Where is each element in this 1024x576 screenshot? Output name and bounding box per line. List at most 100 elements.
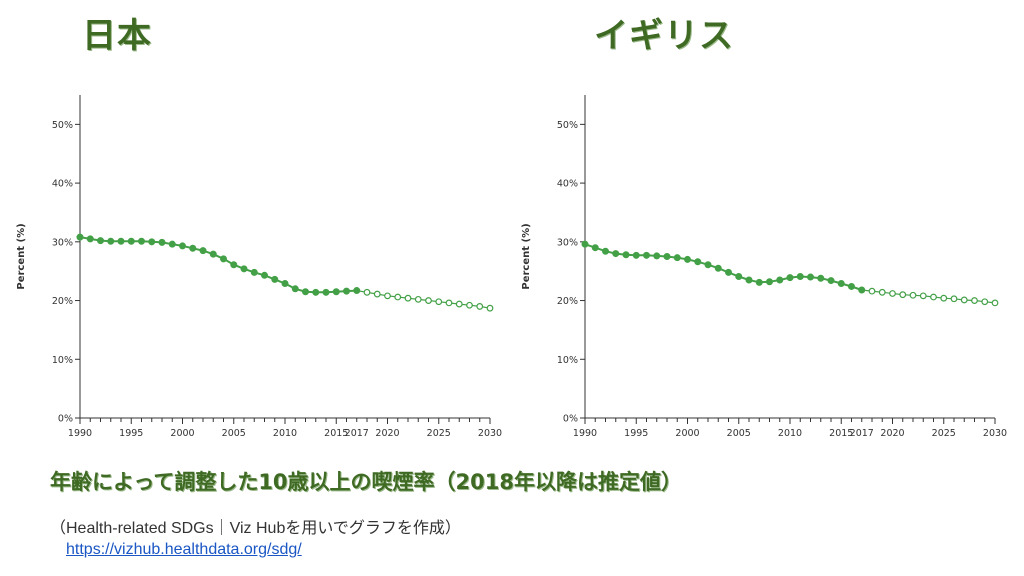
japan-actual-point xyxy=(332,288,340,296)
chart-title-japan: 日本 xyxy=(82,16,152,56)
uk-x-tick-label: 2005 xyxy=(727,428,751,439)
japan-actual-point xyxy=(291,285,299,293)
japan-actual-point xyxy=(117,237,125,245)
uk-y-tick-label: 40% xyxy=(557,179,578,190)
uk-actual-point xyxy=(837,280,845,288)
chart-title-uk: イギリス xyxy=(594,16,734,56)
japan-y-tick-label: 10% xyxy=(52,355,73,366)
uk-x-tick-label: 2010 xyxy=(778,428,802,439)
japan-actual-point xyxy=(76,233,84,241)
uk-actual-point xyxy=(766,278,773,286)
japan-actual-point xyxy=(138,237,145,245)
japan-projected-point xyxy=(404,294,412,302)
japan-actual-point xyxy=(158,238,166,246)
japan-x-tick-label: 2000 xyxy=(170,428,194,439)
uk-actual-point xyxy=(786,274,794,282)
uk-x-tick-label: 2015 xyxy=(829,428,853,439)
uk-actual-point xyxy=(653,252,661,260)
japan-actual-point xyxy=(148,238,156,246)
japan-x-tick-label: 1990 xyxy=(68,428,92,439)
japan-projected-point xyxy=(476,303,484,310)
uk-y-tick-label: 30% xyxy=(557,237,578,248)
japan-projected-point xyxy=(425,297,432,304)
japan-actual-point xyxy=(261,271,268,279)
japan-x-tick-label: 2020 xyxy=(375,428,399,439)
japan-projected-point xyxy=(455,300,463,308)
japan-actual-point xyxy=(312,288,320,296)
japan-projected-point xyxy=(373,290,381,298)
japan-x-tick-label: 2017 xyxy=(345,428,369,439)
uk-y-tick-label: 20% xyxy=(557,296,578,307)
japan-projected-point xyxy=(384,292,391,300)
japan-x-tick-label: 2030 xyxy=(478,428,502,439)
uk-x-tick-label: 2020 xyxy=(880,428,904,439)
uk-projected-point xyxy=(889,290,896,297)
uk-x-tick-label: 2025 xyxy=(932,428,956,439)
uk-actual-point xyxy=(827,277,835,285)
japan-actual-point xyxy=(302,288,309,296)
uk-actual-point xyxy=(776,276,784,284)
uk-projected-point xyxy=(878,288,886,296)
uk-x-tick-label: 2030 xyxy=(983,428,1007,439)
japan-actual-point xyxy=(220,255,227,263)
uk-y-axis-label: Percent (%) xyxy=(521,223,532,289)
uk-projected-point xyxy=(981,298,989,306)
uk-projected-point xyxy=(899,291,907,299)
uk-projected-point xyxy=(950,295,958,303)
uk-actual-point xyxy=(581,240,589,248)
line-chart-uk: 0% 10% 20% 30% 40% 50% 1990 1995 2000 2005 2010 201… xyxy=(521,95,1007,439)
japan-projected-point xyxy=(445,299,453,307)
japan-x-tick-label: 2015 xyxy=(324,428,348,439)
uk-actual-point xyxy=(755,278,763,286)
japan-x-tick-label: 1995 xyxy=(119,428,143,439)
japan-actual-point xyxy=(97,237,104,245)
japan-actual-point xyxy=(107,237,115,245)
uk-x-tick-label: 2000 xyxy=(675,428,699,439)
uk-projected-point xyxy=(909,291,917,299)
uk-actual-point xyxy=(704,261,712,269)
japan-actual-point xyxy=(271,275,279,283)
uk-actual-point xyxy=(817,274,825,282)
japan-x-tick-label: 2025 xyxy=(427,428,451,439)
uk-projected-point xyxy=(919,292,927,300)
uk-actual-point xyxy=(684,255,691,263)
japan-projected-point xyxy=(363,288,371,296)
uk-projected-point xyxy=(960,296,968,304)
japan-actual-line xyxy=(79,236,357,294)
uk-projected-point xyxy=(868,287,876,295)
japan-projected-point xyxy=(466,301,473,309)
japan-actual-point xyxy=(281,280,289,288)
japan-projected-point xyxy=(414,295,422,303)
japan-actual-point xyxy=(209,250,217,258)
japan-projected-point xyxy=(394,293,402,301)
uk-actual-point xyxy=(848,282,855,290)
japan-y-tick-label: 0% xyxy=(58,414,73,425)
uk-projected-point xyxy=(971,297,978,304)
uk-actual-point xyxy=(663,253,671,260)
japan-y-tick-label: 40% xyxy=(52,179,73,190)
source-link[interactable]: https://vizhub.healthdata.org/sdg/ xyxy=(66,541,302,558)
japan-actual-point xyxy=(127,237,135,245)
uk-actual-line xyxy=(584,243,863,291)
japan-actual-point xyxy=(322,288,330,296)
japan-x-tick-label: 2010 xyxy=(273,428,297,439)
japan-actual-point xyxy=(343,287,350,295)
uk-y-tick-label: 0% xyxy=(563,414,578,425)
uk-actual-point xyxy=(602,247,609,255)
uk-projected-point xyxy=(930,293,937,301)
uk-actual-point xyxy=(591,244,599,252)
line-chart-japan: 0% 10% 20% 30% 40% 50% 1990 1995 2000 2005 2010 201… xyxy=(16,95,502,439)
uk-actual-point xyxy=(807,273,814,281)
uk-actual-point xyxy=(612,250,620,258)
japan-y-tick-label: 50% xyxy=(52,120,73,131)
uk-actual-point xyxy=(632,251,640,259)
japan-y-tick-label: 20% xyxy=(52,296,73,307)
japan-x-tick-label: 2005 xyxy=(222,428,246,439)
uk-x-tick-label: 1990 xyxy=(573,428,597,439)
japan-actual-point xyxy=(199,247,207,255)
japan-actual-point xyxy=(240,265,248,273)
uk-actual-point xyxy=(714,264,722,272)
japan-projected-point xyxy=(486,304,494,312)
uk-x-tick-label: 1995 xyxy=(624,428,648,439)
uk-actual-point xyxy=(694,258,702,266)
